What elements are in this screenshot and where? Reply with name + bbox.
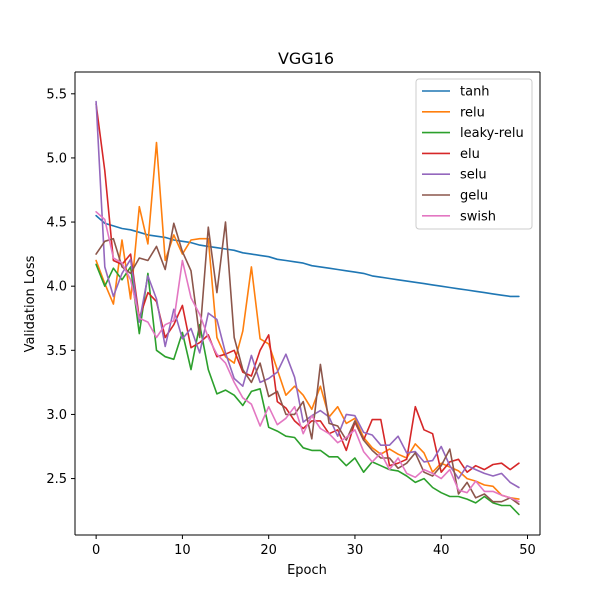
legend-label-tanh: tanh [460, 85, 490, 100]
y-axis-label: Validation Loss [23, 255, 38, 352]
x-ticks: 0 10 20 30 40 50 [92, 535, 536, 558]
x-tick-label: 0 [92, 543, 100, 558]
legend-label-relu: relu [460, 105, 485, 120]
y-tick-label: 3.0 [46, 408, 67, 423]
x-tick-label: 40 [433, 543, 450, 558]
y-tick-label: 3.5 [46, 344, 67, 359]
x-tick-label: 10 [174, 543, 191, 558]
y-tick-label: 4.5 [46, 216, 67, 231]
x-tick-label: 30 [347, 543, 364, 558]
series-layer [95, 100, 520, 516]
x-axis-label: Epoch [287, 563, 327, 578]
series-line-gelu [95, 221, 520, 506]
x-tick-label: 50 [519, 543, 536, 558]
plot-frame [74, 71, 541, 536]
x-tick-label: 20 [260, 543, 277, 558]
legend-frame [415, 78, 533, 230]
legend-label-leaky-relu: leaky-relu [460, 126, 524, 141]
y-tick-label: 5.0 [46, 151, 67, 166]
y-ticks: 2.5 3.0 3.5 4.0 4.5 5.0 5.5 [46, 87, 75, 487]
legend-label-gelu: gelu [460, 189, 488, 204]
y-tick-label: 2.5 [46, 472, 67, 487]
legend-label-selu: selu [460, 168, 487, 183]
series-line-tanh [95, 214, 520, 298]
legend-label-swish: swish [460, 209, 496, 224]
series-line-leaky-relu [95, 263, 520, 516]
chart-title: VGG16 [278, 49, 334, 68]
series-line-relu [95, 141, 520, 500]
legend-label-elu: elu [460, 147, 480, 162]
series-line-swish [95, 211, 520, 503]
legend: tanh relu leaky-relu elu selu gelu swish [415, 78, 533, 230]
y-tick-label: 5.5 [46, 87, 67, 102]
y-tick-label: 4.0 [46, 280, 67, 295]
